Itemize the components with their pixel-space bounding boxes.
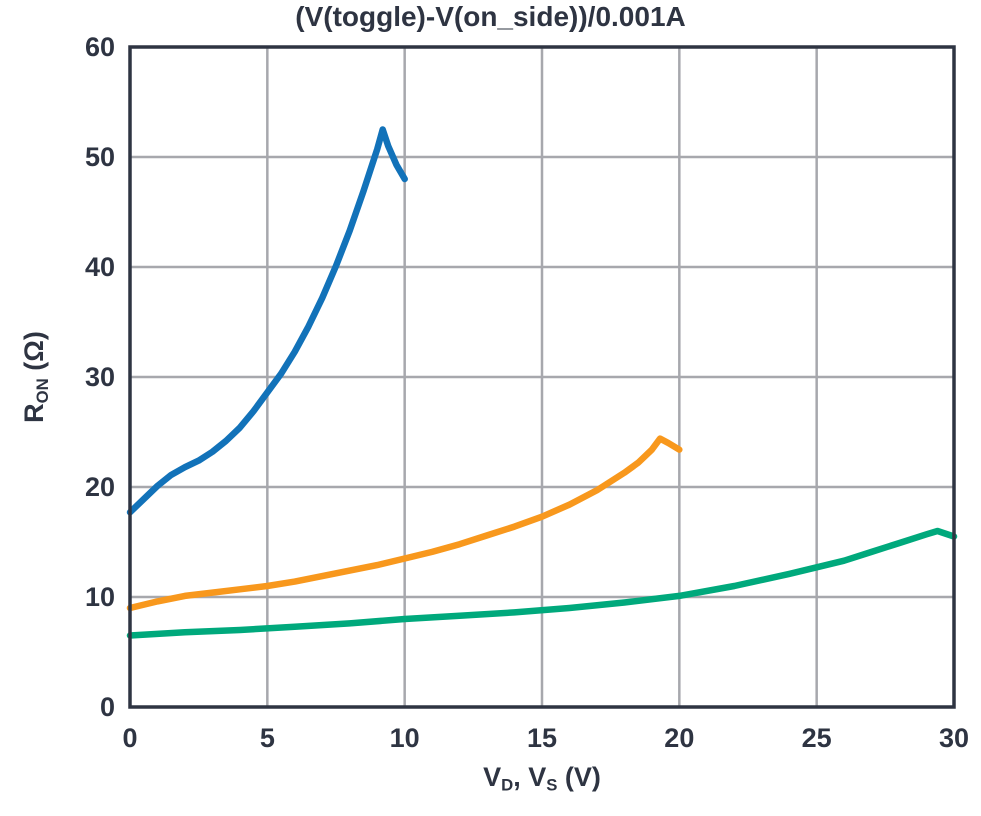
- y-tick-label: 10: [85, 582, 115, 612]
- y-tick-label: 50: [85, 142, 115, 172]
- x-tick-label: 20: [664, 723, 694, 753]
- x-tick-label: 25: [802, 723, 832, 753]
- chart-title: (V(toggle)-V(on_side))/0.001A: [295, 1, 686, 32]
- y-tick-label: 20: [85, 472, 115, 502]
- x-axis-label-subscript: S: [546, 775, 558, 795]
- x-tick-label: 5: [260, 723, 275, 753]
- x-axis-label-text: (V): [557, 762, 601, 792]
- x-axis-label: VD, VS (V): [483, 762, 601, 796]
- y-tick-label: 30: [85, 362, 115, 392]
- y-tick-label: 0: [100, 692, 115, 722]
- curve-series-3-green: [126, 527, 958, 639]
- x-tick-label: 30: [939, 723, 969, 753]
- curve-series-1-blue: [126, 126, 408, 516]
- x-tick-label: 10: [390, 723, 420, 753]
- x-tick-label: 15: [527, 723, 557, 753]
- plot-frame: [128, 45, 956, 709]
- x-axis-label-text: , V: [513, 762, 547, 792]
- curve-series-2-orange: [126, 435, 683, 612]
- y-tick-label: 40: [85, 252, 115, 282]
- x-axis-label-text: V: [483, 762, 502, 792]
- x-tick-label: 0: [122, 723, 137, 753]
- x-axis-label-subscript: D: [501, 775, 514, 795]
- y-tick-label: 60: [85, 32, 115, 62]
